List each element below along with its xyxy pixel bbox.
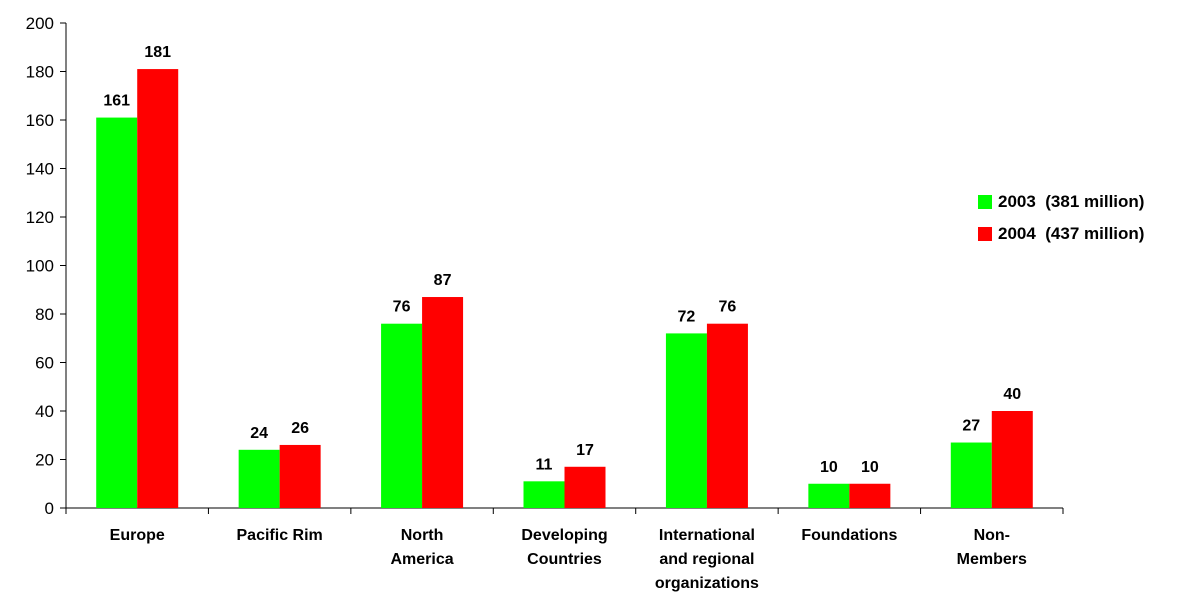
legend-label-2003: 2003 (381 million) bbox=[998, 192, 1145, 211]
data-label-2004-3: 17 bbox=[576, 442, 594, 459]
data-label-2003-0: 161 bbox=[103, 93, 130, 110]
bar-2003-2 bbox=[381, 323, 423, 508]
y-tick-label: 140 bbox=[26, 160, 54, 179]
bar-2004-4 bbox=[706, 323, 748, 508]
y-tick-label: 0 bbox=[45, 499, 54, 518]
data-label-2004-2: 87 bbox=[434, 272, 452, 289]
x-tick-label-line: organizations bbox=[655, 575, 759, 592]
x-tick-label: Europe bbox=[110, 527, 165, 544]
x-tick-label: Pacific Rim bbox=[237, 527, 323, 544]
x-tick-label-line: Europe bbox=[110, 527, 165, 544]
data-label-2003-2: 76 bbox=[393, 299, 411, 316]
x-tick-label-line: America bbox=[390, 551, 453, 568]
bar-2003-3 bbox=[523, 481, 565, 508]
data-label-2003-4: 72 bbox=[678, 308, 696, 325]
bar-2003-4 bbox=[665, 333, 707, 508]
x-tick-label: International and regional organizations bbox=[655, 527, 759, 592]
bar-2003-1 bbox=[238, 449, 280, 508]
bar-2004-2 bbox=[422, 297, 464, 508]
legend: 2003 (381 million) 2004 (437 million) bbox=[978, 186, 1144, 250]
bar-2004-5 bbox=[849, 483, 891, 508]
y-tick-label: 100 bbox=[26, 257, 54, 276]
x-tick-label-line: Members bbox=[957, 551, 1027, 568]
bars bbox=[96, 69, 1033, 508]
x-tick-label-line: Developing bbox=[521, 527, 607, 544]
legend-label-2004: 2004 (437 million) bbox=[998, 224, 1145, 243]
x-tick-label-line: Pacific Rim bbox=[237, 527, 323, 544]
bar-2003-0 bbox=[96, 117, 138, 508]
x-tick-label: Foundations bbox=[801, 527, 897, 544]
y-tick-label: 160 bbox=[26, 111, 54, 130]
y-tick-labels: 0 20 40 60 80 100 120 140 160 180 200 bbox=[26, 14, 54, 518]
data-label-2004-6: 40 bbox=[1003, 386, 1021, 403]
data-label-2003-1: 24 bbox=[250, 425, 268, 442]
data-label-2004-0: 181 bbox=[144, 44, 171, 61]
y-tick-label: 120 bbox=[26, 208, 54, 227]
legend-item-2004: 2004 (437 million) bbox=[978, 218, 1144, 250]
y-tick-label: 80 bbox=[35, 305, 54, 324]
x-tick-label: North America bbox=[390, 527, 453, 568]
bar-2004-0 bbox=[137, 69, 179, 508]
x-tick-labels: Europe Pacific Rim North America Developing C… bbox=[110, 527, 1027, 592]
x-tick-label-line: North bbox=[401, 527, 444, 544]
data-label-2003-3: 11 bbox=[536, 456, 553, 473]
bar-2003-6 bbox=[950, 442, 992, 508]
data-label-2004-4: 76 bbox=[719, 299, 737, 316]
legend-swatch-2003 bbox=[978, 195, 992, 209]
x-tick-label-line: Non- bbox=[974, 527, 1010, 544]
x-tick-label: Developing Countries bbox=[521, 527, 607, 568]
bar-2003-5 bbox=[808, 483, 850, 508]
x-tick-label-line: Countries bbox=[527, 551, 602, 568]
y-tick-label: 60 bbox=[35, 354, 54, 373]
x-tick-label: Non- Members bbox=[957, 527, 1027, 568]
x-tick-label-line: International bbox=[659, 527, 755, 544]
bar-2004-3 bbox=[564, 466, 606, 508]
data-label-2003-5: 10 bbox=[820, 459, 838, 476]
bar-2004-6 bbox=[991, 411, 1033, 508]
bar-2004-1 bbox=[279, 444, 321, 508]
data-label-2004-1: 26 bbox=[291, 420, 309, 437]
legend-swatch-2004 bbox=[978, 227, 992, 241]
x-tick-label-line: and regional bbox=[659, 551, 754, 568]
data-label-2003-6: 27 bbox=[962, 418, 980, 435]
x-tick-label-line: Foundations bbox=[801, 527, 897, 544]
y-tick-label: 180 bbox=[26, 63, 54, 82]
data-label-2004-5: 10 bbox=[861, 459, 879, 476]
axes bbox=[60, 22, 1064, 514]
y-tick-label: 200 bbox=[26, 14, 54, 33]
y-tick-label: 40 bbox=[35, 402, 54, 421]
y-tick-label: 20 bbox=[35, 451, 54, 470]
data-labels: 161 181 24 26 76 87 11 17 72 76 10 10 27 40 bbox=[103, 44, 1021, 476]
legend-item-2003: 2003 (381 million) bbox=[978, 186, 1144, 218]
